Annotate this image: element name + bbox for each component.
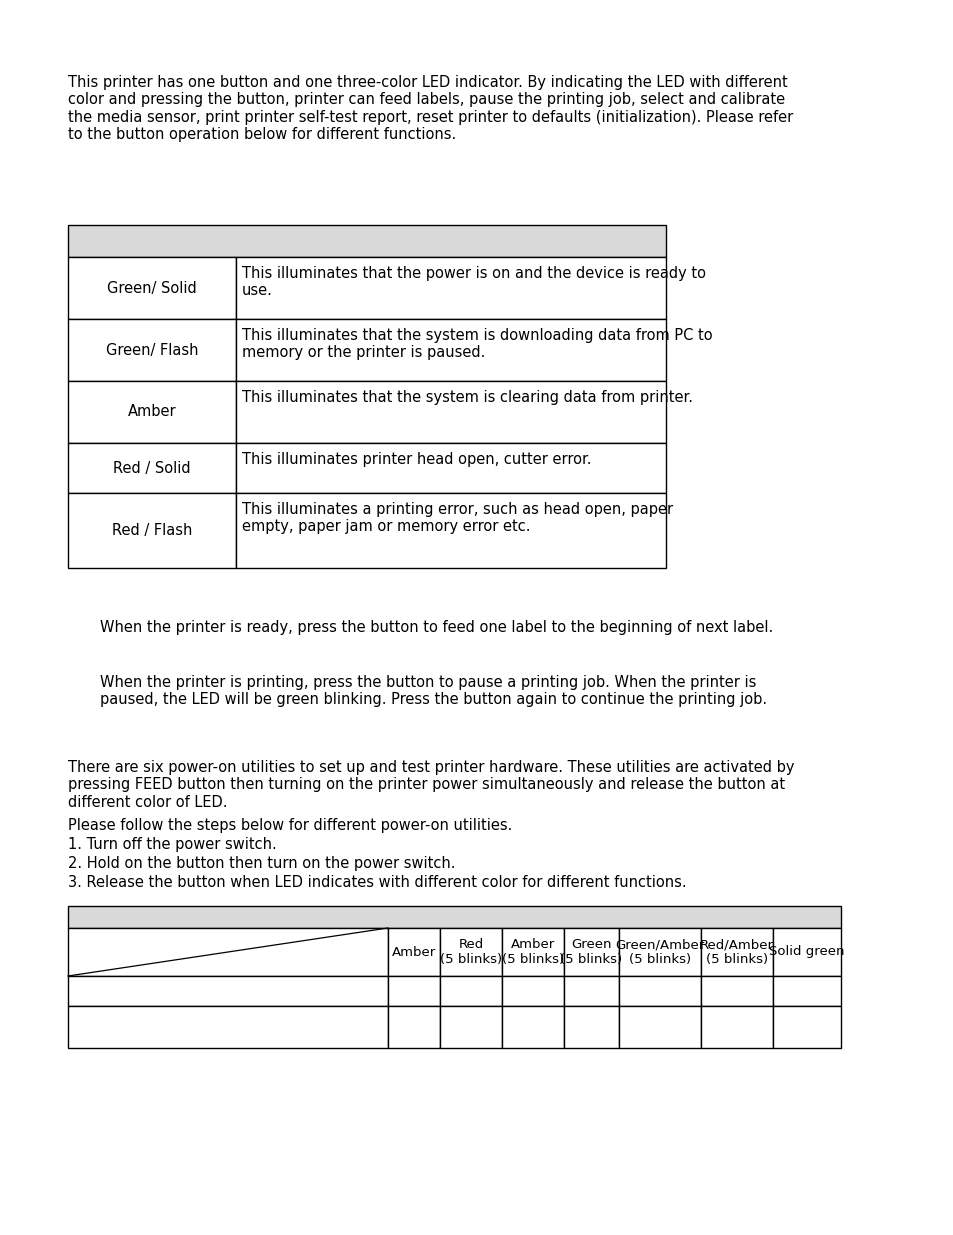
Bar: [618, 1007, 700, 1049]
Bar: [501, 1007, 563, 1049]
Bar: [68, 1007, 388, 1049]
Text: Red
(5 blinks): Red (5 blinks): [439, 939, 501, 966]
Bar: [700, 927, 772, 976]
Bar: [68, 927, 388, 976]
Text: Solid green: Solid green: [768, 946, 843, 958]
Bar: [235, 319, 665, 382]
Text: This illuminates that the power is on and the device is ready to
use.: This illuminates that the power is on an…: [242, 266, 705, 299]
Bar: [68, 382, 235, 443]
Bar: [439, 927, 501, 976]
Text: When the printer is ready, press the button to feed one label to the beginning o: When the printer is ready, press the but…: [100, 620, 773, 635]
Bar: [388, 976, 439, 1007]
Bar: [700, 976, 772, 1007]
Text: Green
(5 blinks): Green (5 blinks): [559, 939, 622, 966]
Text: Green/ Flash: Green/ Flash: [106, 342, 198, 357]
Bar: [563, 927, 618, 976]
Text: Amber: Amber: [128, 405, 176, 420]
Text: Amber: Amber: [392, 946, 436, 958]
Bar: [700, 1007, 772, 1049]
Bar: [501, 976, 563, 1007]
Text: 3. Release the button when LED indicates with different color for different func: 3. Release the button when LED indicates…: [68, 876, 686, 890]
Text: This printer has one button and one three-color LED indicator. By indicating the: This printer has one button and one thre…: [68, 75, 792, 142]
Text: Green/ Solid: Green/ Solid: [107, 280, 196, 295]
Text: Red / Flash: Red / Flash: [112, 522, 192, 538]
Bar: [235, 257, 665, 319]
Bar: [439, 976, 501, 1007]
Bar: [68, 976, 388, 1007]
Bar: [68, 443, 235, 493]
Bar: [772, 1007, 841, 1049]
Bar: [388, 927, 439, 976]
Text: This illuminates that the system is downloading data from PC to
memory or the pr: This illuminates that the system is down…: [242, 329, 712, 361]
Text: This illuminates that the system is clearing data from printer.: This illuminates that the system is clea…: [242, 390, 692, 405]
Bar: [68, 906, 841, 927]
Text: Green/Amber
(5 blinks): Green/Amber (5 blinks): [615, 939, 704, 966]
Bar: [772, 976, 841, 1007]
Bar: [235, 382, 665, 443]
Text: This illuminates a printing error, such as head open, paper
empty, paper jam or : This illuminates a printing error, such …: [242, 501, 673, 535]
Text: There are six power-on utilities to set up and test printer hardware. These util: There are six power-on utilities to set …: [68, 760, 794, 810]
Bar: [68, 493, 235, 568]
Bar: [235, 493, 665, 568]
Text: Amber
(5 blinks): Amber (5 blinks): [501, 939, 563, 966]
Bar: [68, 319, 235, 382]
Bar: [501, 927, 563, 976]
Bar: [68, 225, 665, 257]
Bar: [388, 1007, 439, 1049]
Bar: [235, 443, 665, 493]
Bar: [439, 1007, 501, 1049]
Bar: [68, 257, 235, 319]
Bar: [772, 927, 841, 976]
Bar: [563, 1007, 618, 1049]
Text: 1. Turn off the power switch.: 1. Turn off the power switch.: [68, 837, 276, 852]
Text: Please follow the steps below for different power-on utilities.: Please follow the steps below for differ…: [68, 818, 512, 832]
Text: When the printer is printing, press the button to pause a printing job. When the: When the printer is printing, press the …: [100, 676, 766, 708]
Text: This illuminates printer head open, cutter error.: This illuminates printer head open, cutt…: [242, 452, 591, 467]
Bar: [563, 976, 618, 1007]
Text: Red/Amber
(5 blinks): Red/Amber (5 blinks): [700, 939, 773, 966]
Text: Red / Solid: Red / Solid: [113, 461, 191, 475]
Text: 2. Hold on the button then turn on the power switch.: 2. Hold on the button then turn on the p…: [68, 856, 455, 871]
Bar: [618, 976, 700, 1007]
Bar: [618, 927, 700, 976]
